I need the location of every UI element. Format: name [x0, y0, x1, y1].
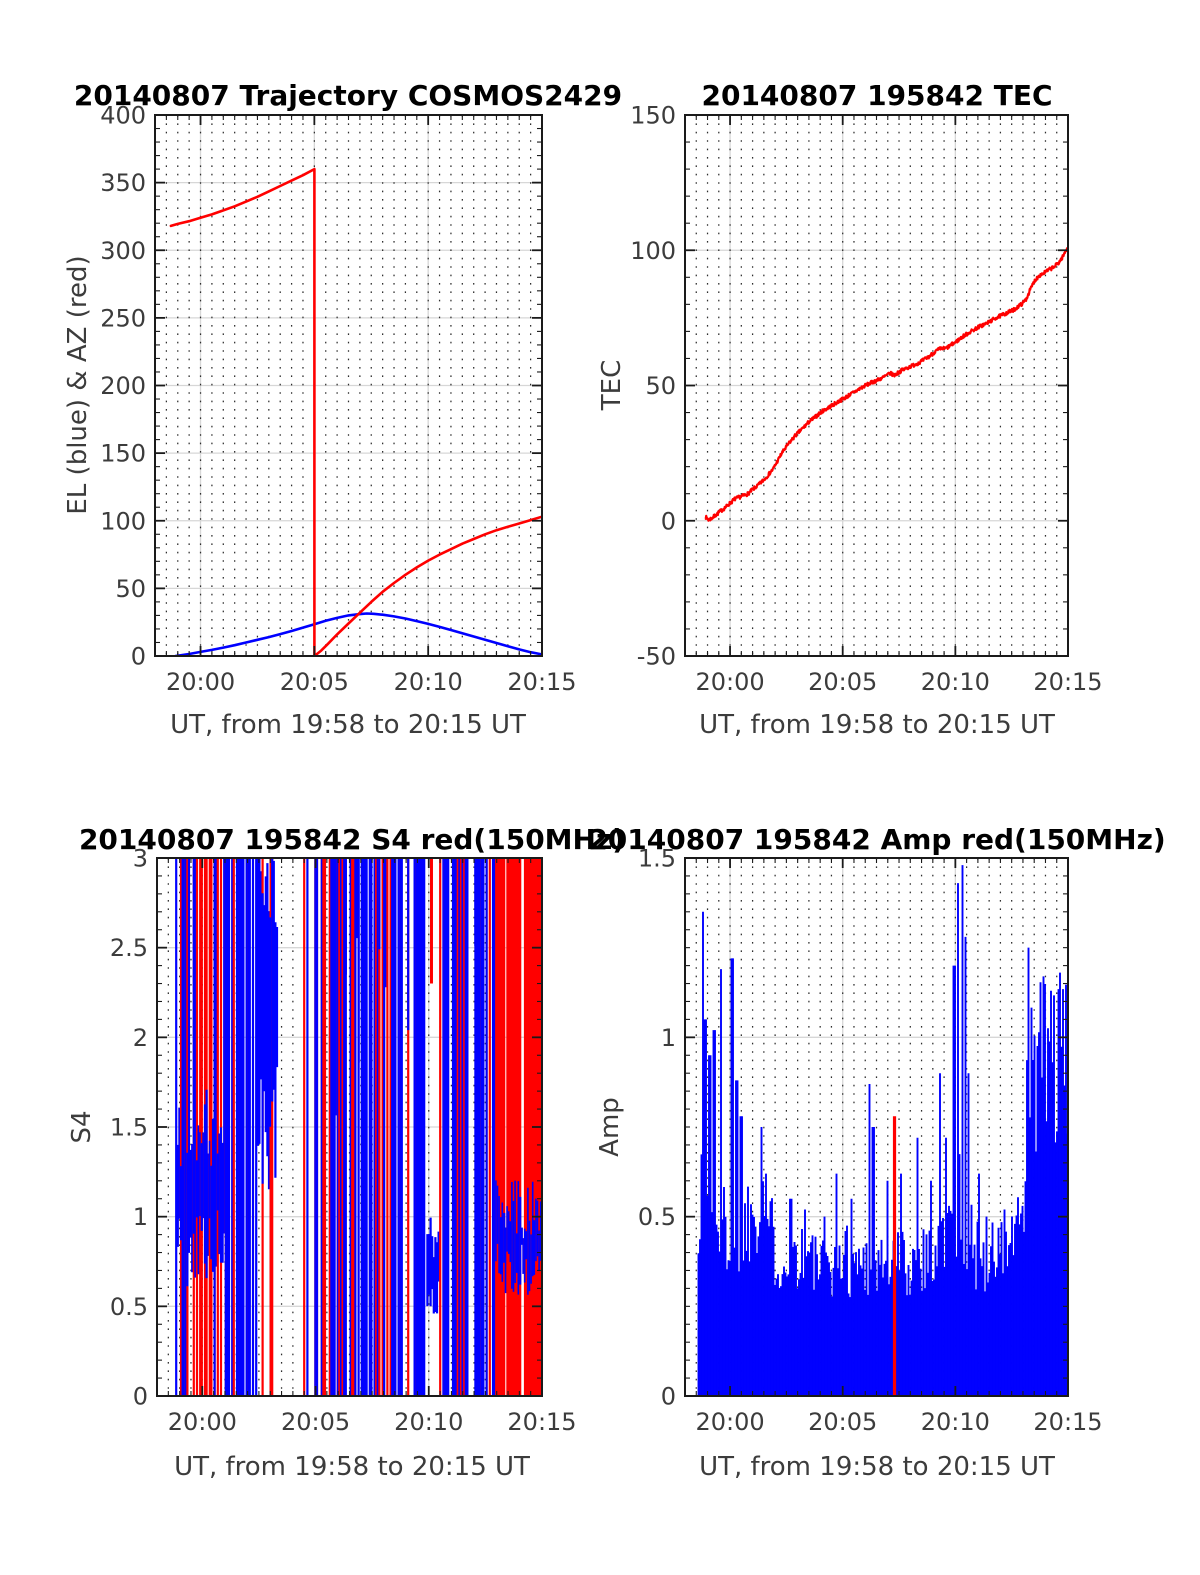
- s4-xtick: 20:00: [168, 1408, 237, 1436]
- trajectory-plot-area: 0 50 100 150 200 250 300 350 400 20:00 20:05 20:10 2…: [100, 102, 576, 697]
- amp-ytick: 1: [661, 1024, 676, 1052]
- s4-series: [175, 858, 542, 1396]
- trajectory-ytick: 250: [100, 304, 146, 332]
- amp-xlabel: UT, from 19:58 to 20:15 UT: [699, 1452, 1055, 1482]
- trajectory-xtick: 20:05: [280, 668, 349, 696]
- tec-xtick: 20:15: [1033, 668, 1102, 696]
- tec-plot: -50 0 50 100 150 20:00 20:05 20:10 20:15 2014080…: [597, 79, 1103, 740]
- s4-ytick: 0: [133, 1383, 148, 1411]
- s4-ytick: 1.5: [110, 1114, 148, 1142]
- amp-xtick: 20:15: [1033, 1408, 1102, 1436]
- amp-plot-area: 0 0.5 1 1.5 20:00 20:05 20:10 20:15: [638, 845, 1103, 1437]
- tec-xtick: 20:00: [695, 668, 764, 696]
- amp-xtick: 20:00: [695, 1408, 764, 1436]
- trajectory-xtick: 20:10: [394, 668, 463, 696]
- s4-ylabel: S4: [67, 1110, 97, 1143]
- trajectory-ytick: 400: [100, 102, 146, 130]
- trajectory-xtick: 20:00: [166, 668, 235, 696]
- tec-ytick: 0: [661, 507, 676, 535]
- s4-plot: 0 0.5 1 1.5 2 2.5 3 20:00 20:05 20:10 20:15 201408…: [67, 823, 625, 1482]
- s4-axes: 0 0.5 1 1.5 2 2.5 3 20:00 20:05 20:10 20:15: [110, 845, 577, 1437]
- trajectory-ytick: 100: [100, 507, 146, 535]
- trajectory-series: [169, 167, 542, 656]
- amp-xtick: 20:10: [921, 1408, 990, 1436]
- s4-plot-area: 0 0.5 1 1.5 2 2.5 3 20:00 20:05 20:10 20:15: [110, 845, 577, 1437]
- s4-xtick: 20:05: [281, 1408, 350, 1436]
- s4-title: 20140807 195842 S4 red(150MHz): [79, 823, 625, 856]
- trajectory-ytick: 200: [100, 372, 146, 400]
- tec-xlabel: UT, from 19:58 to 20:15 UT: [699, 710, 1055, 740]
- trajectory-title: 20140807 Trajectory COSMOS2429: [74, 79, 622, 112]
- trajectory-ylabel: EL (blue) & AZ (red): [63, 255, 93, 514]
- tec-plot-area: -50 0 50 100 150 20:00 20:05 20:10 20:15: [630, 102, 1102, 697]
- trajectory-ytick: 50: [115, 575, 146, 603]
- s4-ytick: 2: [133, 1024, 148, 1052]
- tec-ytick: 100: [630, 237, 676, 265]
- amp-ytick: 0: [661, 1383, 676, 1411]
- amp-axes: 0 0.5 1 1.5 20:00 20:05 20:10 20:15: [638, 845, 1103, 1437]
- tec-ytick: 150: [630, 102, 676, 130]
- s4-ytick: 1: [133, 1203, 148, 1231]
- trajectory-xtick: 20:15: [507, 668, 576, 696]
- amp-series: [697, 865, 1068, 1396]
- tec-ytick: 50: [645, 372, 676, 400]
- trajectory-plot: 0 50 100 150 200 250 300 350 400 20:00 20:05 20:10 2…: [63, 79, 622, 740]
- s4-ytick: 3: [133, 845, 148, 873]
- trajectory-axes: 0 50 100 150 200 250 300 350 400 20:00 20:05 20:10 2…: [100, 102, 576, 697]
- s4-ytick: 2.5: [110, 934, 148, 962]
- trajectory-grid: [155, 115, 542, 656]
- tec-grid: [685, 115, 1068, 656]
- tec-xtick: 20:10: [921, 668, 990, 696]
- trajectory-ytick: 0: [131, 643, 146, 671]
- s4-xlabel: UT, from 19:58 to 20:15 UT: [174, 1452, 530, 1482]
- trajectory-xlabel: UT, from 19:58 to 20:15 UT: [170, 710, 526, 740]
- amp-plot: 0 0.5 1 1.5 20:00 20:05 20:10 20:15 20140807 19…: [588, 823, 1165, 1482]
- tec-title: 20140807 195842 TEC: [701, 79, 1052, 112]
- tec-ylabel: TEC: [597, 360, 627, 411]
- amp-ytick: 0.5: [638, 1203, 676, 1231]
- amp-xtick: 20:05: [808, 1408, 877, 1436]
- trajectory-ytick: 350: [100, 169, 146, 197]
- amp-ytick: 1.5: [638, 845, 676, 873]
- amp-title: 20140807 195842 Amp red(150MHz): [588, 823, 1165, 856]
- s4-xtick: 20:10: [394, 1408, 463, 1436]
- s4-xtick: 20:15: [507, 1408, 576, 1436]
- tec-series: [704, 246, 1068, 522]
- amp-ylabel: Amp: [595, 1097, 625, 1157]
- tec-ytick: -50: [637, 643, 676, 671]
- trajectory-ytick: 150: [100, 440, 146, 468]
- tec-xtick: 20:05: [808, 668, 877, 696]
- s4-ytick: 0.5: [110, 1293, 148, 1321]
- trajectory-ytick: 300: [100, 237, 146, 265]
- tec-axes: -50 0 50 100 150 20:00 20:05 20:10 20:15: [630, 102, 1102, 697]
